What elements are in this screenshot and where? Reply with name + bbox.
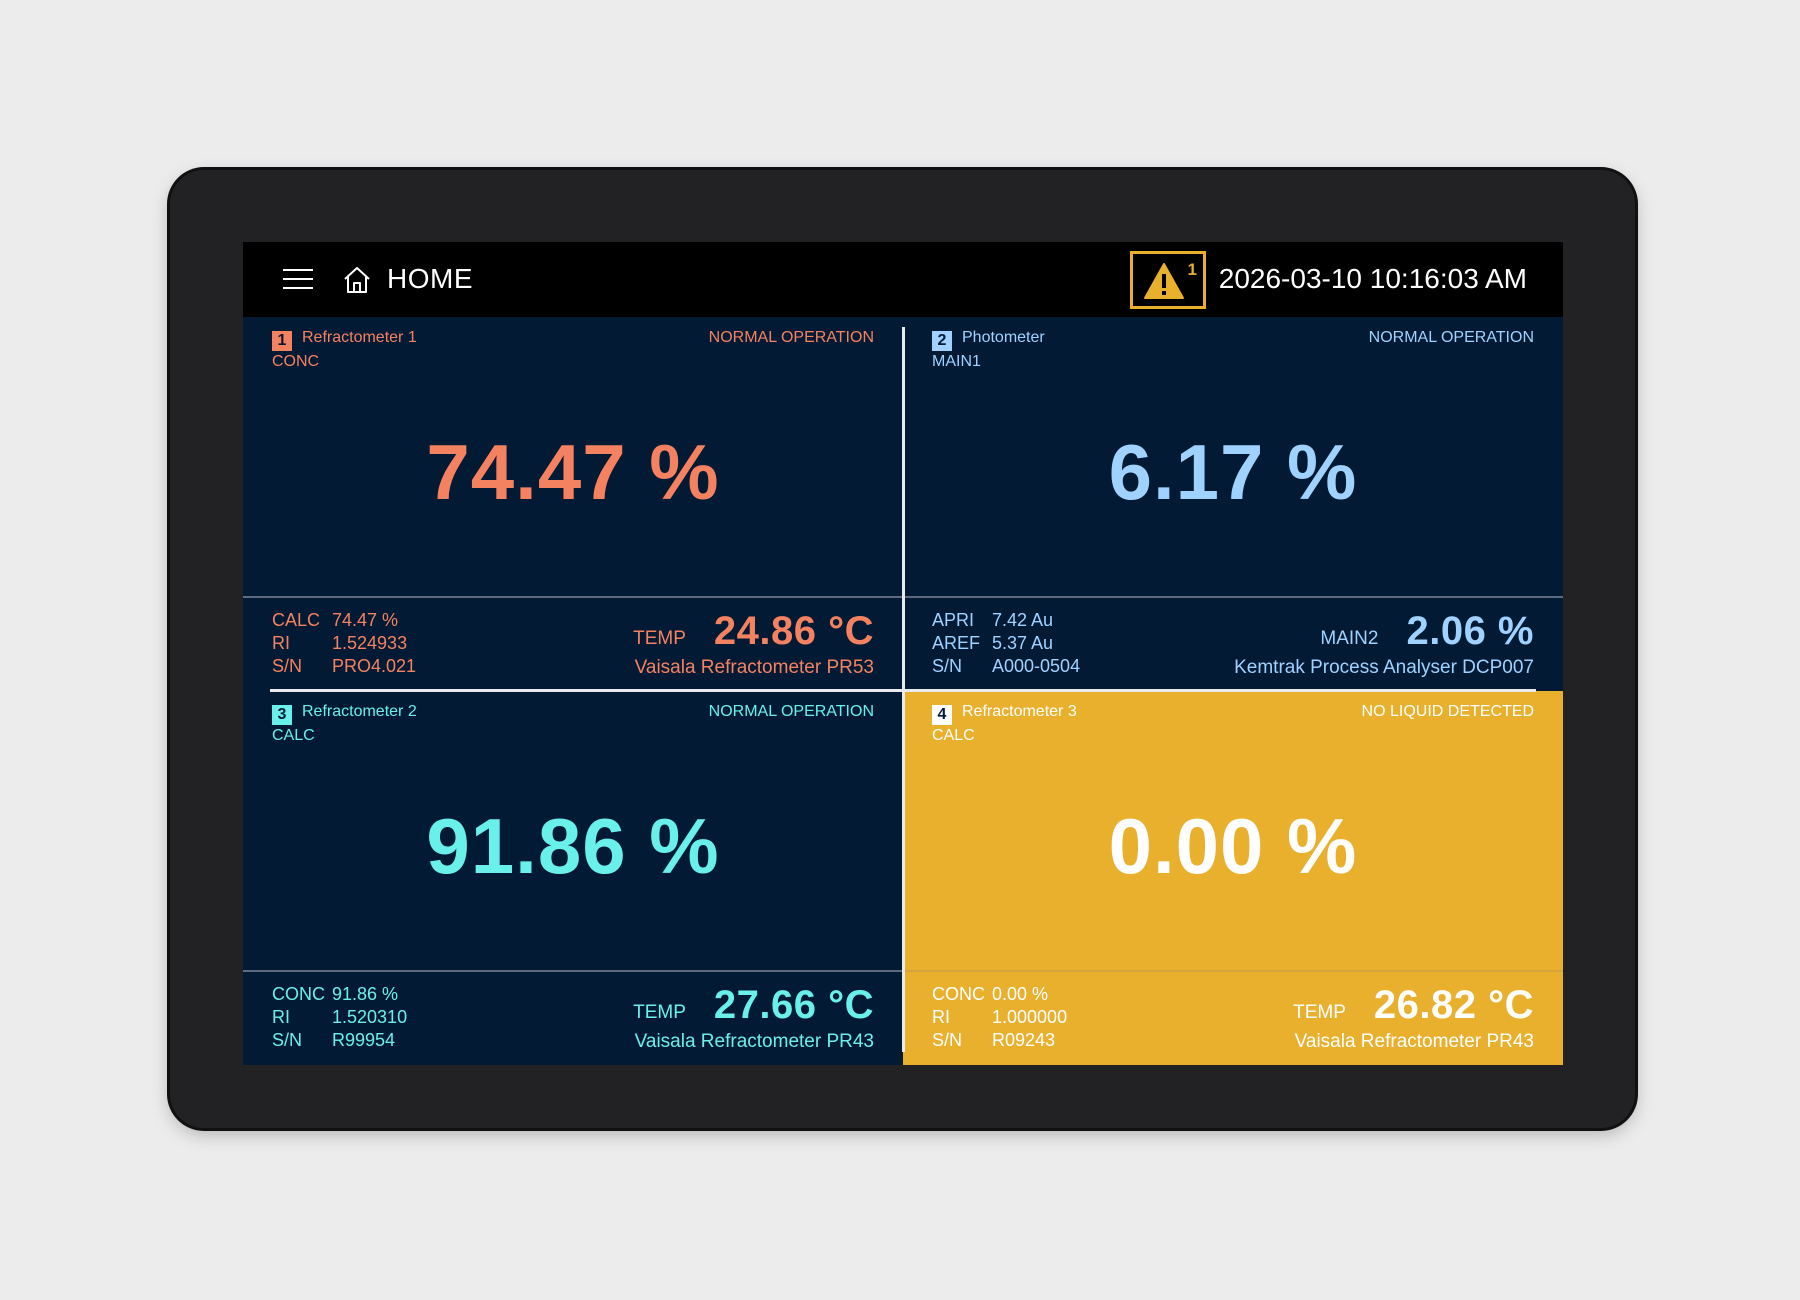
detail-key: RI: [932, 1007, 950, 1027]
detail-list: CONC 91.86 % RI 1.520310 S/N R99954: [272, 983, 407, 1052]
primary-value: 6.17 %: [1108, 428, 1358, 516]
warning-icon: [1144, 263, 1184, 299]
detail-value: 91.86 %: [332, 984, 399, 1004]
detail-value: PRO4.021: [332, 656, 417, 676]
detail-row: RI 1.524933: [272, 632, 416, 655]
device-model: Vaisala Refractometer PR43: [634, 1031, 874, 1052]
detail-list: APRI 7.42 Au AREF 5.37 Au S/N A000-0504: [932, 609, 1080, 678]
home-icon[interactable]: [341, 264, 373, 296]
detail-row: CONC 91.86 %: [272, 983, 407, 1006]
primary-value: 91.86 %: [426, 802, 720, 890]
detail-key: RI: [272, 633, 290, 653]
panel-separator: [903, 596, 1563, 598]
panel-status: NORMAL OPERATION: [708, 703, 874, 720]
panel-index-badge: 2: [932, 331, 952, 351]
detail-value: 7.42 Au: [992, 610, 1054, 630]
panel-device-name: Refractometer 2: [302, 703, 417, 720]
panel-status: NORMAL OPERATION: [1368, 329, 1534, 346]
panel-separator: [243, 970, 903, 972]
detail-key: APRI: [932, 610, 975, 630]
secondary-value: 2.06 %: [1406, 609, 1534, 653]
detail-value: R09243: [992, 1030, 1056, 1050]
detail-row: S/N R99954: [272, 1029, 407, 1052]
panel-status: NORMAL OPERATION: [708, 329, 874, 346]
primary-value: 74.47 %: [426, 428, 720, 516]
detail-value: 1.524933: [332, 633, 408, 653]
secondary-block: MAIN2 2.06 % Kemtrak Process Analyser DC…: [1234, 609, 1534, 679]
secondary-value: 26.82 °C: [1373, 983, 1534, 1027]
measurement-panel-4[interactable]: 4 Refractometer 3 CALC NO LIQUID DETECTE…: [903, 691, 1563, 1065]
menu-icon[interactable]: [283, 269, 313, 289]
page-title: HOME: [387, 263, 473, 294]
panel-parameter-tag: CALC: [272, 727, 315, 744]
detail-row: S/N PRO4.021: [272, 655, 416, 678]
detail-list: CONC 0.00 % RI 1.000000 S/N R09243: [932, 983, 1067, 1052]
primary-value: 0.00 %: [1108, 802, 1358, 890]
measurement-panel-3[interactable]: 3 Refractometer 2 CALC NORMAL OPERATION …: [243, 691, 903, 1065]
detail-key: S/N: [932, 1030, 963, 1050]
detail-row: RI 1.000000: [932, 1006, 1067, 1029]
panel-parameter-tag: MAIN1: [932, 353, 981, 370]
device-model: Vaisala Refractometer PR43: [1294, 1031, 1534, 1052]
detail-key: S/N: [272, 1030, 303, 1050]
alarm-count-badge: 1: [1187, 260, 1197, 279]
detail-key: CONC: [272, 984, 325, 1004]
panel-index-badge: 1: [272, 331, 292, 351]
detail-row: S/N A000-0504: [932, 655, 1080, 678]
detail-key: S/N: [272, 656, 303, 676]
device-model: Vaisala Refractometer PR53: [634, 657, 874, 678]
detail-value: 1.520310: [332, 1007, 408, 1027]
detail-value: 74.47 %: [332, 610, 399, 630]
panel-parameter-tag: CALC: [932, 727, 975, 744]
detail-value: 0.00 %: [992, 984, 1049, 1004]
secondary-block: TEMP 26.82 °C Vaisala Refractometer PR43: [1293, 983, 1534, 1053]
detail-value: 5.37 Au: [992, 633, 1054, 653]
detail-row: APRI 7.42 Au: [932, 609, 1080, 632]
detail-key: RI: [272, 1007, 290, 1027]
secondary-label: TEMP: [1293, 1002, 1346, 1023]
secondary-block: TEMP 24.86 °C Vaisala Refractometer PR53: [633, 609, 874, 679]
panel-index-badge: 3: [272, 705, 292, 725]
top-bar: HOME 1 2026-03-10 10:16:03 AM: [243, 242, 1563, 317]
panel-device-name: Refractometer 1: [302, 329, 417, 346]
detail-row: S/N R09243: [932, 1029, 1067, 1052]
panel-separator: [243, 596, 903, 598]
measurement-panel-1[interactable]: 1 Refractometer 1 CONC NORMAL OPERATION …: [243, 317, 903, 691]
secondary-value: 24.86 °C: [713, 609, 874, 653]
alarm-button[interactable]: 1: [1130, 251, 1206, 309]
panel-parameter-tag: CONC: [272, 353, 320, 370]
panel-separator: [903, 970, 1563, 972]
datetime-display: 2026-03-10 10:16:03 AM: [1218, 263, 1527, 294]
detail-list: CALC 74.47 % RI 1.524933 S/N PRO4.021: [272, 609, 416, 678]
detail-key: AREF: [932, 633, 981, 653]
detail-value: A000-0504: [992, 656, 1081, 676]
measurement-panel-2[interactable]: 2 Photometer MAIN1 NORMAL OPERATION 6.17…: [903, 317, 1563, 691]
detail-value: R99954: [332, 1030, 396, 1050]
detail-row: AREF 5.37 Au: [932, 632, 1080, 655]
detail-row: CALC 74.47 %: [272, 609, 416, 632]
panel-index-badge: 4: [932, 705, 952, 725]
detail-row: CONC 0.00 %: [932, 983, 1067, 1006]
secondary-label: TEMP: [633, 1002, 686, 1023]
panel-device-name: Photometer: [962, 329, 1045, 346]
secondary-label: TEMP: [633, 628, 686, 649]
detail-value: 1.000000: [992, 1007, 1068, 1027]
panel-device-name: Refractometer 3: [962, 703, 1077, 720]
secondary-block: TEMP 27.66 °C Vaisala Refractometer PR43: [633, 983, 874, 1053]
hmi-screen: HOME 1 2026-03-10 10:16:03 AM 1 Refracto…: [243, 242, 1563, 1065]
horizontal-divider: [270, 689, 1536, 692]
detail-key: CALC: [272, 610, 321, 630]
detail-key: CONC: [932, 984, 985, 1004]
device-model: Kemtrak Process Analyser DCP007: [1234, 657, 1534, 678]
secondary-value: 27.66 °C: [713, 983, 874, 1027]
detail-row: RI 1.520310: [272, 1006, 407, 1029]
detail-key: S/N: [932, 656, 963, 676]
secondary-label: MAIN2: [1320, 628, 1379, 649]
panel-status: NO LIQUID DETECTED: [1361, 703, 1534, 720]
